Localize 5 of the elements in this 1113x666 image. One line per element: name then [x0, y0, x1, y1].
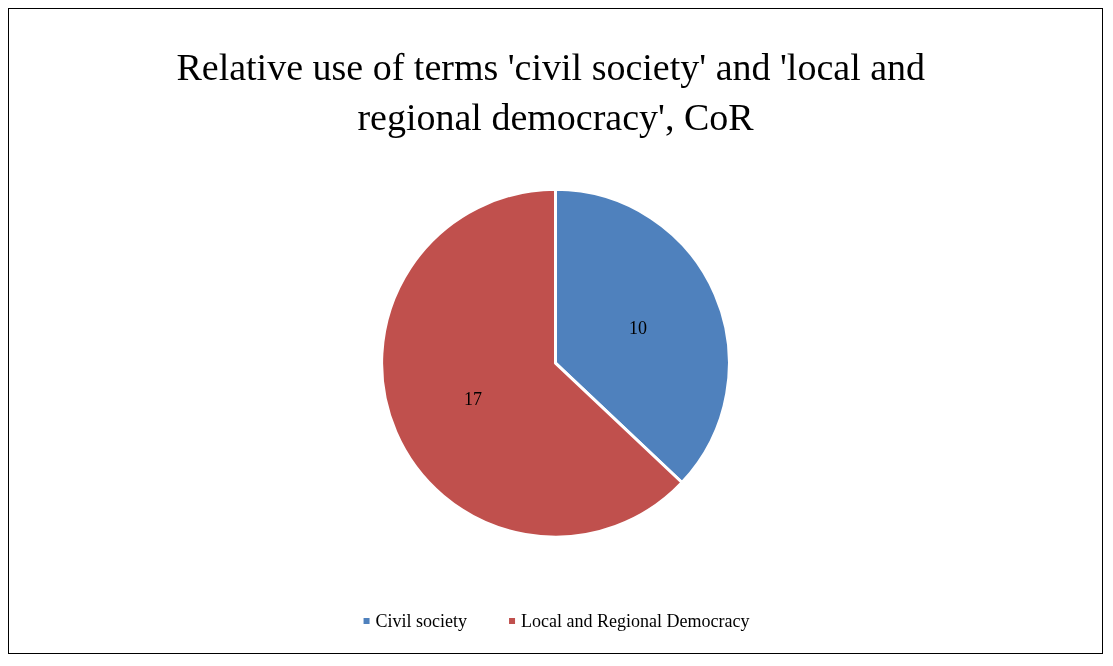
chart-title: Relative use of terms 'civil society' and 'local and regional democracy', CoR — [176, 46, 935, 138]
legend-label: Civil society — [375, 611, 468, 631]
data-label: 10 — [629, 317, 648, 338]
legend-label: Local and Regional Democracy — [521, 611, 750, 631]
data-label: 17 — [463, 388, 482, 409]
